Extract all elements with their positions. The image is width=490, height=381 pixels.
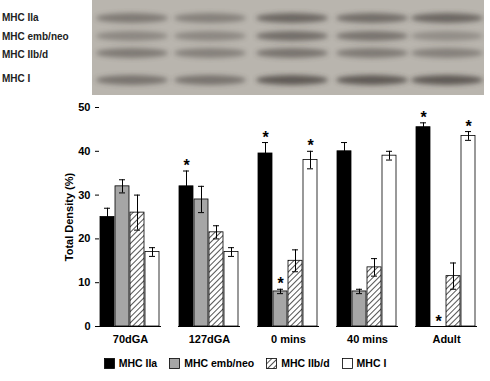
svg-text:*: *	[435, 313, 442, 330]
svg-text:127dGA: 127dGA	[189, 333, 231, 345]
html-text:MHC I: MHC I	[2, 73, 31, 84]
svg-text:70dGA: 70dGA	[113, 333, 149, 345]
html-text:MHC I: MHC I	[356, 357, 387, 369]
svg-text:Adult: Adult	[432, 333, 460, 345]
svg-text:*: *	[277, 275, 284, 292]
svg-text:40 mins: 40 mins	[347, 333, 388, 345]
html-text:MHC IIb/d: MHC IIb/d	[2, 49, 49, 60]
svg-text:*: *	[465, 118, 472, 135]
html-text:MHC IIa: MHC IIa	[118, 357, 158, 369]
svg-text:30: 30	[78, 189, 90, 201]
svg-text:10: 10	[78, 276, 90, 288]
html-text:MHC IIb/d: MHC IIb/d	[281, 357, 330, 369]
svg-text:*: *	[183, 157, 190, 174]
svg-text:*: *	[420, 109, 427, 126]
svg-text:0: 0	[84, 320, 90, 332]
svg-text:*: *	[307, 137, 314, 154]
svg-text:Total Density (%): Total Density (%)	[63, 172, 75, 261]
svg-text:*: *	[262, 129, 269, 146]
svg-text:40: 40	[78, 145, 90, 157]
html-text:MHC emb/neo: MHC emb/neo	[2, 31, 69, 42]
html-text:MHC IIa: MHC IIa	[2, 12, 39, 23]
svg-text:0 mins: 0 mins	[271, 333, 306, 345]
svg-text:50: 50	[78, 101, 90, 113]
html-text:MHC emb/neo: MHC emb/neo	[184, 357, 255, 369]
svg-text:20: 20	[78, 232, 90, 244]
